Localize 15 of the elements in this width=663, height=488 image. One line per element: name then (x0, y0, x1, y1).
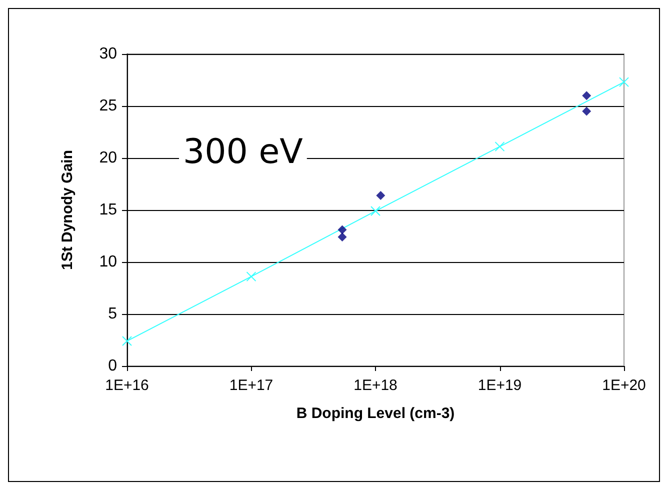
annotation: 300 eV (183, 132, 303, 172)
x-tick-label: 1E+18 (354, 377, 398, 394)
x-tick-label: 1E+17 (229, 377, 274, 394)
x-tick-label: 1E+16 (105, 377, 149, 394)
y-tick-label: 10 (99, 254, 118, 270)
y-tick-label: 15 (99, 202, 118, 218)
y-tick-label: 20 (99, 150, 118, 166)
y-axis-title: 1St Dynody Gain (59, 150, 76, 270)
y-tick-label: 5 (108, 306, 118, 322)
y-tick-label: 30 (99, 46, 118, 62)
y-tick-label: 25 (99, 98, 118, 114)
x-axis-title: B Doping Level (cm-3) (296, 405, 455, 422)
x-tick-label: 1E+19 (478, 377, 522, 394)
y-tick-label: 0 (108, 358, 118, 374)
x-tick-label: 1E+20 (602, 377, 646, 394)
